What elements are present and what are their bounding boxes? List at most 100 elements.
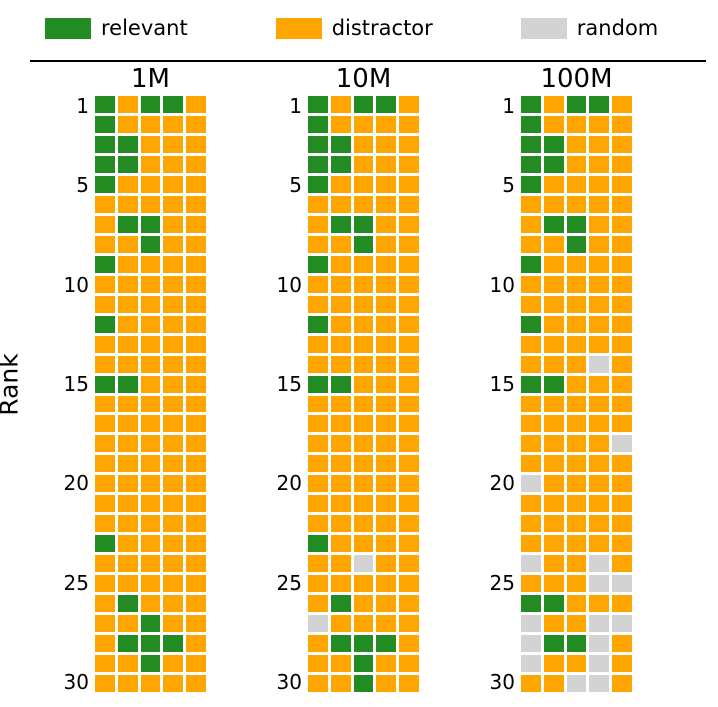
grid-cell-distractor xyxy=(140,115,161,133)
grid-cell-distractor xyxy=(566,115,587,133)
grid-cell-distractor xyxy=(330,655,351,673)
grid-cell-distractor xyxy=(140,375,161,393)
y-tick-label: 20 xyxy=(63,471,89,496)
grid-cell-relevant xyxy=(543,155,564,173)
grid-cell-distractor xyxy=(566,375,587,393)
grid-cell-distractor xyxy=(140,275,161,293)
grid-cell-distractor xyxy=(543,475,564,493)
grid-cell-distractor xyxy=(163,595,184,613)
grid-cell-distractor xyxy=(163,655,184,673)
grid-cell-distractor xyxy=(330,275,351,293)
grid-cell-distractor xyxy=(163,175,184,193)
grid-cell-distractor xyxy=(163,395,184,413)
grid-cell-distractor xyxy=(330,255,351,273)
grid-cell-distractor xyxy=(330,295,351,313)
grid-cell-distractor xyxy=(117,615,138,633)
grid-cell-distractor xyxy=(330,315,351,333)
grid-cell-distractor xyxy=(589,415,610,433)
grid-cell-distractor xyxy=(612,175,632,193)
grid-cell-distractor xyxy=(612,96,632,113)
grid-cell-distractor xyxy=(186,575,206,593)
grid-cell-distractor xyxy=(543,235,564,253)
y-axis-label: Rank xyxy=(0,353,24,416)
grid-cell-distractor xyxy=(330,535,351,553)
grid-cell-distractor xyxy=(399,275,419,293)
grid-cell-relevant xyxy=(521,315,541,333)
grid-cell-relevant xyxy=(521,96,541,113)
grid-cell-distractor xyxy=(353,375,374,393)
grid-cell-distractor xyxy=(163,535,184,553)
y-tick-label: 15 xyxy=(276,372,302,397)
grid-cell-distractor xyxy=(353,335,374,353)
grid-cell-relevant xyxy=(163,635,184,653)
grid-cell-distractor xyxy=(95,615,115,633)
grid-cell-distractor xyxy=(308,195,328,213)
grid-cell-distractor xyxy=(117,555,138,573)
grid-cell-distractor xyxy=(521,195,541,213)
y-tick-label: 30 xyxy=(489,670,515,695)
grid-cell-distractor xyxy=(117,275,138,293)
grid-cell-distractor xyxy=(330,355,351,373)
grid-cell-distractor xyxy=(186,675,206,692)
y-tick-label: 30 xyxy=(276,670,302,695)
grid-cell-distractor xyxy=(163,315,184,333)
grid-cell-random xyxy=(589,575,610,593)
grid-cell-distractor xyxy=(330,455,351,473)
grid-cell-distractor xyxy=(140,455,161,473)
grid-cell-distractor xyxy=(543,515,564,533)
grid-cell-distractor xyxy=(543,335,564,353)
grid-cell-distractor xyxy=(612,195,632,213)
grid-cell-distractor xyxy=(163,455,184,473)
grid-cell-distractor xyxy=(353,355,374,373)
grid-cell-distractor xyxy=(399,255,419,273)
grid-cell-relevant xyxy=(589,96,610,113)
grid-cell-distractor xyxy=(399,615,419,633)
panel-100m: 100M 1 5 10 15 20 25 30 xyxy=(490,64,632,696)
grid-cell-distractor xyxy=(140,155,161,173)
grid-cell-distractor xyxy=(95,355,115,373)
grid-cell-distractor xyxy=(95,295,115,313)
grid-cell-distractor xyxy=(399,135,419,153)
grid-cell-distractor xyxy=(612,455,632,473)
grid-cell-relevant xyxy=(353,655,374,673)
grid-cell-distractor xyxy=(543,615,564,633)
grid-cell-distractor xyxy=(163,375,184,393)
grid-cell-distractor xyxy=(353,435,374,453)
grid-cell-distractor xyxy=(612,655,632,673)
grid-cell-distractor xyxy=(543,315,564,333)
grid-cell-random xyxy=(353,555,374,573)
grid-cell-distractor xyxy=(612,295,632,313)
grid-cell-relevant xyxy=(353,675,374,692)
grid-cell-distractor xyxy=(543,175,564,193)
grid-cell-distractor xyxy=(186,355,206,373)
grid-cell-distractor xyxy=(612,415,632,433)
grid-cell-distractor xyxy=(612,115,632,133)
grid-cell-distractor xyxy=(163,295,184,313)
grid-cell-relevant xyxy=(353,635,374,653)
grid-cell-distractor xyxy=(521,535,541,553)
grid-cell-distractor xyxy=(163,255,184,273)
grid-cell-random xyxy=(612,615,632,633)
grid-cell-distractor xyxy=(566,575,587,593)
grid-cell-distractor xyxy=(376,615,397,633)
grid-cell-distractor xyxy=(543,555,564,573)
grid-cell-relevant xyxy=(308,135,328,153)
grid-cell-distractor xyxy=(589,435,610,453)
y-tick-label: 10 xyxy=(276,272,302,297)
grid-cell-distractor xyxy=(353,475,374,493)
grid-cell-distractor xyxy=(589,495,610,513)
grid-cell-distractor xyxy=(330,115,351,133)
panel-title-10m: 10M xyxy=(335,64,392,94)
grid-cell-random xyxy=(589,615,610,633)
grid-cell-relevant xyxy=(521,175,541,193)
grid-cell-distractor xyxy=(117,115,138,133)
grid-cell-distractor xyxy=(163,235,184,253)
grid-cell-distractor xyxy=(117,235,138,253)
grid-cell-distractor xyxy=(95,395,115,413)
grid-cell-distractor xyxy=(353,275,374,293)
grid-cell-distractor xyxy=(566,155,587,173)
grid-cell-distractor xyxy=(308,395,328,413)
grid-cell-distractor xyxy=(95,215,115,233)
grid-cell-relevant xyxy=(330,135,351,153)
grid-cell-distractor xyxy=(566,435,587,453)
